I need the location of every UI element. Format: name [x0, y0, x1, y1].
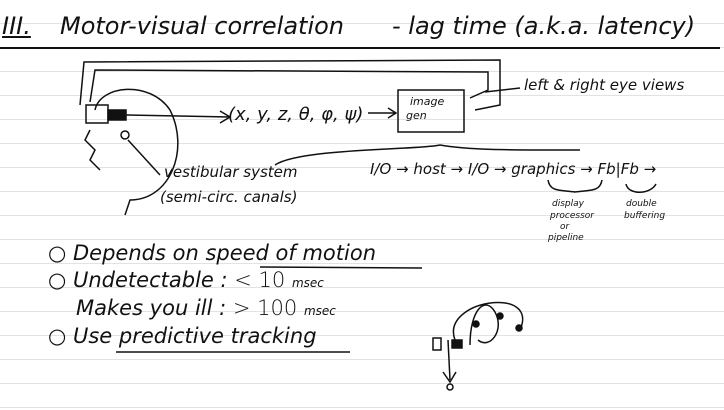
- graphics-brace: [547, 179, 603, 193]
- section-subtitle: - lag time (a.k.a. latency): [392, 12, 696, 40]
- face-profile: [84, 129, 101, 171]
- speed-underline: [259, 266, 423, 269]
- pipeline-label: I/O → host → I/O → graphics → Fb|Fb →: [370, 160, 657, 178]
- ear-spiral: [120, 130, 130, 140]
- vestibular-sublabel: (semi-circ. canals): [160, 188, 298, 206]
- bullet-subitem: Makes you ill : > 100 msec: [76, 296, 336, 320]
- bullet-item: ○ Depends on speed of motion: [48, 241, 377, 265]
- graphics-note-3: or: [560, 222, 570, 232]
- graphics-note-1: display: [552, 199, 584, 209]
- fb-note-2: buffering: [624, 211, 666, 221]
- emphasis: predictive tracking: [118, 324, 317, 348]
- image-gen-label-1: image: [410, 95, 445, 108]
- emphasis: speed of motion: [205, 241, 377, 265]
- coords-label: (x, y, z, θ, φ, ψ): [228, 104, 364, 125]
- inner-feedback-arrow: [89, 69, 489, 103]
- outer-feedback-arrow: [79, 59, 501, 111]
- tracker-block: [107, 109, 127, 121]
- fb-note-1: double: [626, 199, 657, 209]
- bullet-item: ○ Undetectable : < 10 msec: [48, 268, 324, 292]
- head-outline: [94, 88, 179, 216]
- graphics-note-4: pipeline: [548, 233, 584, 243]
- image-gen-box: [397, 89, 465, 133]
- eye-views-label: left & right eye views: [524, 76, 685, 94]
- fb-brace: [625, 183, 657, 193]
- tracking-arrow: [125, 114, 231, 118]
- headset-box: [85, 104, 109, 124]
- eye-views-pointer: [484, 87, 521, 93]
- section-numeral: III.: [2, 12, 31, 40]
- graphics-note-2: processor: [550, 211, 594, 221]
- vestibular-label: vestibular system: [164, 163, 298, 181]
- section-title: Motor-visual correlation: [60, 12, 345, 40]
- bullet-item: ○ Use predictive tracking: [48, 324, 317, 348]
- image-gen-label-2: gen: [406, 109, 427, 122]
- vestibular-pointer: [127, 139, 161, 176]
